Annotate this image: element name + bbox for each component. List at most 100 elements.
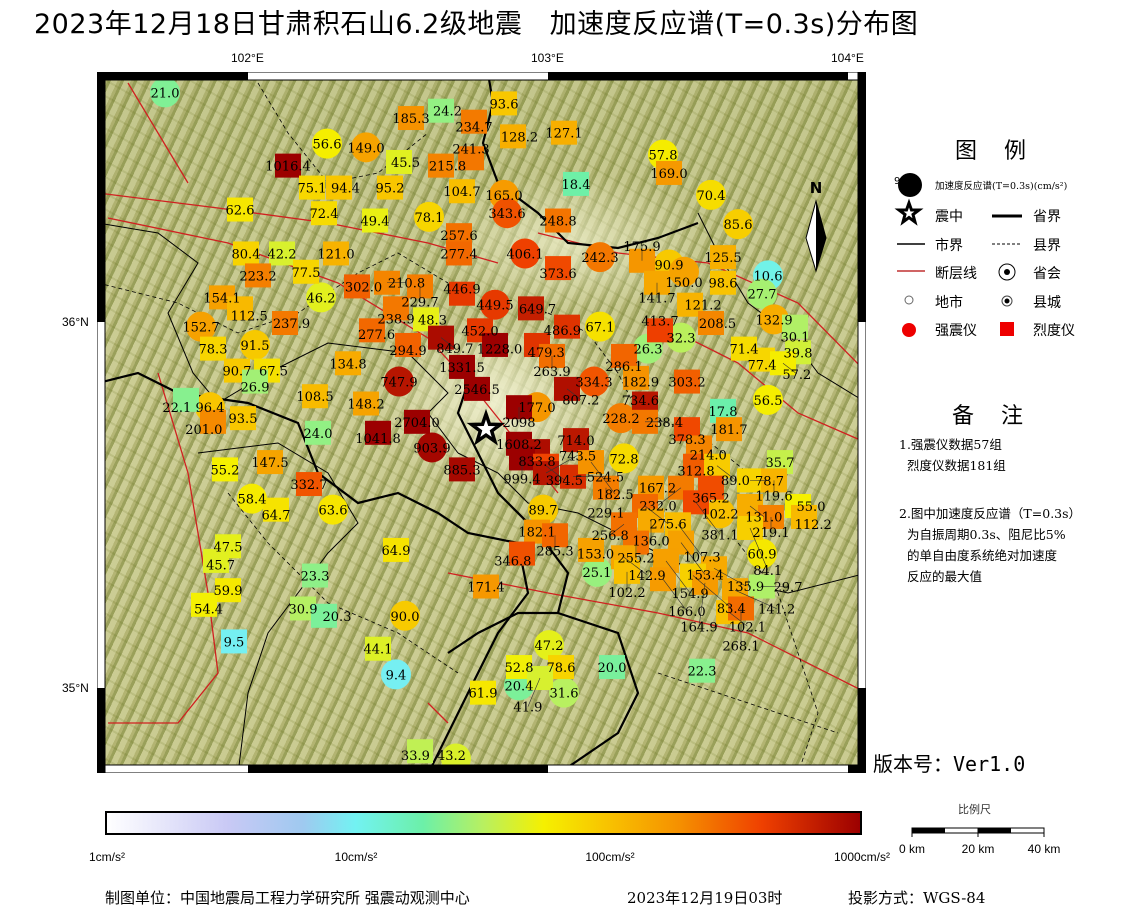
intensity-station-marker[interactable] (551, 120, 577, 145)
intensity-station-marker[interactable] (698, 311, 724, 335)
intensity-station-marker[interactable] (545, 208, 571, 233)
intensity-station-marker[interactable] (623, 365, 649, 390)
intensity-station-marker[interactable] (365, 420, 391, 445)
strong-motion-station-marker[interactable] (390, 600, 420, 631)
intensity-station-marker[interactable] (257, 450, 283, 475)
intensity-station-marker[interactable] (326, 175, 352, 200)
strong-motion-station-marker[interactable] (312, 128, 342, 159)
strong-motion-station-marker[interactable] (237, 483, 267, 514)
intensity-station-marker[interactable] (227, 296, 253, 321)
strong-motion-station-marker[interactable] (549, 677, 579, 708)
intensity-station-marker[interactable] (245, 263, 271, 288)
strong-motion-station-marker[interactable] (579, 366, 609, 397)
intensity-station-marker[interactable] (449, 354, 475, 379)
intensity-station-marker[interactable] (500, 124, 526, 149)
intensity-station-marker[interactable] (311, 603, 337, 628)
strong-motion-station-marker[interactable] (510, 238, 540, 269)
intensity-station-marker[interactable] (464, 376, 490, 401)
intensity-station-marker[interactable] (365, 636, 391, 661)
intensity-station-marker[interactable] (395, 332, 421, 357)
strong-motion-station-marker[interactable] (606, 403, 636, 434)
intensity-station-marker[interactable] (305, 420, 331, 445)
intensity-station-marker[interactable] (221, 629, 247, 654)
intensity-station-marker[interactable] (428, 98, 454, 123)
strong-motion-station-marker[interactable] (759, 304, 789, 335)
intensity-station-marker[interactable] (386, 149, 412, 174)
intensity-station-marker[interactable] (446, 241, 472, 266)
intensity-station-marker[interactable] (563, 428, 589, 453)
strong-motion-station-marker[interactable] (417, 432, 447, 463)
strong-motion-station-marker[interactable] (534, 630, 564, 661)
strong-motion-station-marker[interactable] (381, 659, 411, 690)
strong-motion-station-marker[interactable] (696, 179, 726, 210)
intensity-station-marker[interactable] (302, 384, 328, 409)
strong-motion-station-marker[interactable] (318, 494, 348, 525)
intensity-station-marker[interactable] (716, 417, 742, 442)
intensity-station-marker[interactable] (491, 91, 517, 116)
intensity-station-marker[interactable] (509, 541, 535, 566)
intensity-station-marker[interactable] (212, 457, 238, 482)
intensity-station-marker[interactable] (203, 548, 229, 573)
intensity-station-marker[interactable] (398, 106, 424, 131)
intensity-station-marker[interactable] (428, 153, 454, 178)
intensity-station-marker[interactable] (470, 680, 496, 705)
intensity-station-marker[interactable] (227, 197, 253, 222)
strong-motion-station-marker[interactable] (705, 498, 735, 529)
strong-motion-station-marker[interactable] (723, 209, 753, 240)
strong-motion-station-marker[interactable] (414, 201, 444, 232)
strong-motion-station-marker[interactable] (582, 556, 612, 587)
intensity-station-marker[interactable] (545, 256, 571, 281)
intensity-station-marker[interactable] (689, 658, 715, 683)
strong-motion-station-marker[interactable] (351, 132, 381, 163)
intensity-station-marker[interactable] (200, 409, 226, 434)
intensity-station-marker[interactable] (383, 296, 409, 321)
intensity-station-marker[interactable] (200, 336, 226, 361)
strong-motion-station-marker[interactable] (528, 494, 558, 525)
intensity-station-marker[interactable] (554, 314, 580, 339)
map-area[interactable]: 21.0 56.6 149.0 78.1 46.2 152.7 91.5 747.9 903.9… (97, 72, 866, 773)
intensity-station-marker[interactable] (407, 739, 433, 764)
intensity-station-marker[interactable] (377, 175, 403, 200)
strong-motion-station-marker[interactable] (492, 198, 522, 229)
strong-motion-station-marker[interactable] (150, 77, 180, 108)
intensity-station-marker[interactable] (359, 318, 385, 343)
intensity-station-marker[interactable] (449, 179, 475, 204)
intensity-station-marker[interactable] (710, 245, 736, 270)
strong-motion-station-marker[interactable] (240, 329, 270, 360)
intensity-station-marker[interactable] (293, 259, 319, 284)
intensity-station-marker[interactable] (191, 592, 217, 617)
intensity-station-marker[interactable] (782, 314, 808, 339)
intensity-station-marker[interactable] (473, 574, 499, 599)
intensity-station-marker[interactable] (242, 369, 268, 394)
intensity-station-marker[interactable] (563, 171, 589, 196)
strong-motion-station-marker[interactable] (753, 384, 783, 415)
strong-motion-station-marker[interactable] (666, 322, 696, 353)
intensity-station-marker[interactable] (737, 515, 763, 540)
epicenter-star[interactable] (466, 408, 506, 446)
intensity-station-marker[interactable] (449, 457, 475, 482)
epicenter-star-icon[interactable] (466, 408, 506, 446)
intensity-station-marker[interactable] (296, 472, 322, 497)
strong-motion-station-marker[interactable] (747, 278, 777, 309)
intensity-station-marker[interactable] (335, 351, 361, 376)
intensity-station-marker[interactable] (710, 270, 736, 295)
intensity-station-marker[interactable] (482, 332, 508, 357)
intensity-station-marker[interactable] (272, 311, 298, 335)
intensity-station-marker[interactable] (302, 563, 328, 588)
intensity-station-marker[interactable] (656, 160, 682, 185)
intensity-station-marker[interactable] (611, 343, 637, 368)
intensity-station-marker[interactable] (215, 578, 241, 603)
intensity-station-marker[interactable] (311, 201, 337, 226)
intensity-station-marker[interactable] (683, 490, 709, 515)
intensity-station-marker[interactable] (461, 109, 487, 134)
strong-motion-station-marker[interactable] (609, 443, 639, 474)
intensity-station-marker[interactable] (578, 537, 604, 562)
strong-motion-station-marker[interactable] (669, 256, 699, 287)
intensity-station-marker[interactable] (323, 241, 349, 266)
intensity-station-marker[interactable] (299, 175, 325, 200)
intensity-station-marker[interactable] (758, 504, 784, 529)
intensity-station-marker[interactable] (791, 504, 817, 529)
strong-motion-station-marker[interactable] (186, 311, 216, 342)
intensity-station-marker[interactable] (173, 387, 199, 412)
intensity-station-marker[interactable] (230, 406, 256, 431)
